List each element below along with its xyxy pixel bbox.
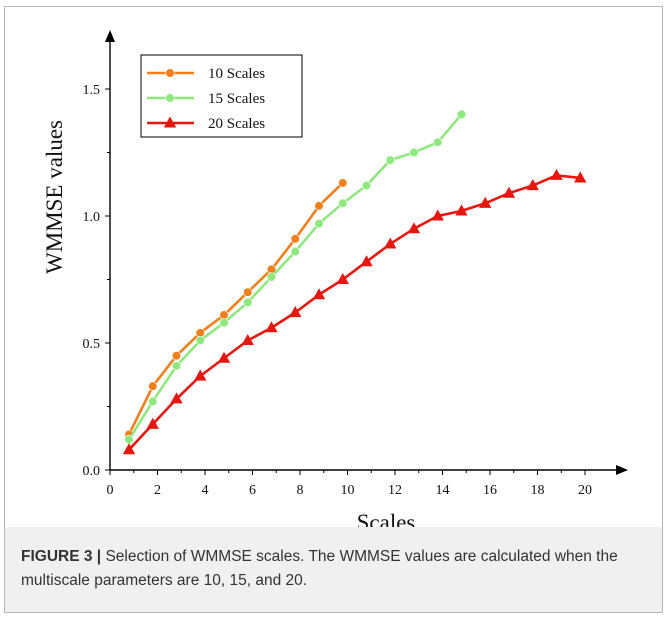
legend-marker-20-scales	[163, 116, 177, 128]
data-point-15-scales	[409, 147, 419, 158]
x-tick-label: 20	[578, 483, 592, 498]
data-point-15-scales	[171, 361, 182, 371]
data-point-10-scales	[338, 178, 348, 188]
data-point-10-scales	[195, 328, 205, 338]
chart-axes	[105, 30, 628, 475]
figure-frame	[4, 6, 663, 613]
series-line-10-scales	[127, 182, 344, 436]
series-line-20-scales	[128, 174, 581, 451]
data-point-20-scales	[526, 179, 539, 191]
data-point-20-scales	[265, 321, 278, 333]
chart-legend: 10 Scales 15 Scales 20 Scales	[140, 54, 303, 138]
data-point-15-scales	[290, 246, 300, 257]
data-point-20-scales	[170, 392, 183, 404]
data-point-15-scales	[124, 434, 134, 445]
data-point-15-scales	[433, 137, 443, 147]
y-axis-ticks: 0.0 0.5 1.0 1.5	[83, 83, 110, 479]
legend-label-15-scales: 15 Scales	[208, 91, 265, 107]
x-tick-label: 12	[388, 483, 402, 498]
data-point-20-scales	[312, 288, 326, 300]
data-point-20-scales	[122, 443, 136, 455]
data-point-15-scales	[338, 198, 348, 208]
legend-label-20-scales: 20 Scales	[208, 116, 265, 132]
x-tick-label: 6	[249, 483, 256, 498]
data-point-15-scales	[361, 180, 372, 191]
data-point-10-scales	[171, 351, 182, 361]
x-tick-label: 16	[483, 483, 497, 498]
data-point-10-scales	[314, 201, 324, 211]
data-point-15-scales	[195, 335, 205, 346]
legend-marker-15-scales	[165, 93, 175, 103]
caption-label: FIGURE 3 |	[21, 548, 102, 565]
y-axis-arrow	[105, 30, 115, 42]
x-tick-label: 8	[297, 483, 304, 498]
data-point-20-scales	[502, 186, 516, 198]
data-point-15-scales	[314, 219, 324, 229]
x-axis-arrow	[616, 465, 628, 475]
y-tick-label: 1.0	[83, 210, 101, 225]
series-10-scales	[124, 178, 348, 440]
y-tick-label: 0.0	[83, 464, 101, 479]
data-point-20-scales	[384, 237, 397, 249]
data-point-20-scales	[360, 255, 373, 267]
x-tick-label: 0	[107, 483, 114, 498]
data-point-20-scales	[431, 209, 444, 221]
data-point-20-scales	[217, 351, 231, 363]
data-point-20-scales	[146, 417, 159, 429]
data-point-15-scales	[266, 272, 277, 282]
data-point-15-scales	[385, 155, 395, 165]
data-point-20-scales	[194, 369, 207, 381]
x-tick-label: 4	[202, 483, 209, 498]
data-point-10-scales	[243, 287, 253, 297]
data-point-15-scales	[456, 109, 467, 119]
x-axis-ticks: 0 2 4 6 8 10 12 14 16 18 20	[107, 470, 592, 498]
y-axis-title: WMMSE values	[42, 120, 67, 274]
data-point-20-scales	[455, 204, 468, 216]
data-point-20-scales	[407, 222, 421, 234]
data-point-10-scales	[290, 234, 300, 244]
data-point-15-scales	[243, 297, 253, 307]
data-point-10-scales	[219, 310, 229, 320]
data-point-20-scales	[241, 333, 254, 346]
data-point-20-scales	[574, 171, 587, 183]
y-tick-label: 1.5	[83, 83, 101, 98]
series-15-scales	[124, 109, 467, 445]
x-tick-label: 10	[341, 483, 355, 498]
data-point-20-scales	[479, 196, 492, 208]
legend-marker-10-scales	[165, 68, 175, 78]
figure-caption: FIGURE 3 | Selection of WMMSE scales. Th…	[5, 527, 662, 612]
series-20-scales	[122, 168, 587, 455]
data-point-20-scales	[550, 168, 563, 180]
data-point-20-scales	[336, 273, 349, 285]
legend-label-10-scales: 10 Scales	[208, 66, 265, 82]
y-tick-label: 0.5	[83, 337, 101, 352]
data-point-20-scales	[289, 306, 302, 318]
data-point-15-scales	[219, 318, 229, 328]
data-point-10-scales	[148, 381, 158, 391]
series-layer	[122, 109, 587, 455]
x-tick-label: 14	[436, 483, 450, 498]
data-point-15-scales	[148, 396, 158, 407]
x-tick-label: 18	[531, 483, 545, 498]
series-line-15-scales	[127, 113, 463, 441]
x-tick-label: 2	[154, 483, 161, 498]
caption-text: Selection of WMMSE scales. The WMMSE val…	[21, 548, 618, 589]
